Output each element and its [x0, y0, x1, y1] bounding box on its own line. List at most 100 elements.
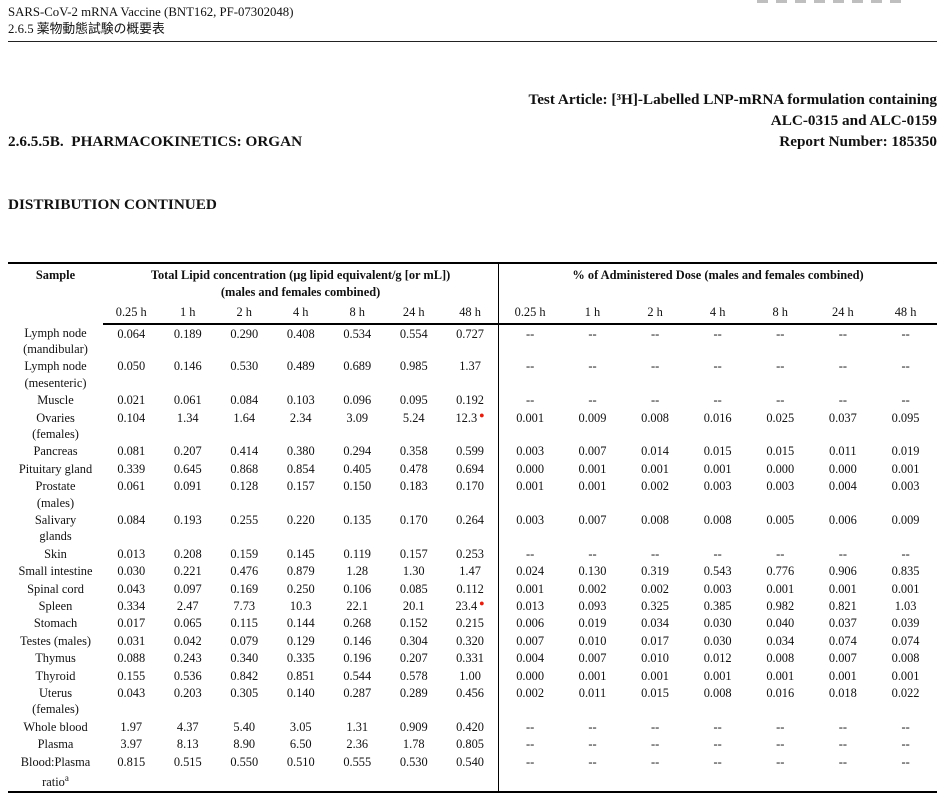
dose-value-cell: 0.003 [703, 581, 732, 596]
lipid-value-cell: 0.193 [173, 512, 202, 527]
lipid-value-cell: 0.170 [399, 512, 428, 527]
lipid-value-cell: 0.550 [230, 754, 259, 769]
lipid-section-header: Total Lipid concentration (µg lipid equi… [103, 263, 499, 300]
lipid-value-cell: 3.09 [346, 410, 369, 425]
dose-value-cell: -- [901, 546, 910, 561]
sample-cell: Lymph node (mandibular) [23, 325, 88, 356]
lipid-value-cell: 0.851 [286, 668, 315, 683]
dose-value-cell: 0.015 [766, 444, 795, 459]
lipid-value-cell: 1.00 [459, 668, 481, 683]
dose-value-cell: 0.074 [891, 633, 920, 648]
dose-value-cell: 0.008 [703, 512, 732, 527]
time-header-cell: 24 h [811, 300, 875, 325]
dose-value-cell: 0.002 [578, 581, 607, 596]
dose-value-cell: 0.025 [766, 410, 795, 425]
lipid-value-cell: 0.106 [343, 581, 372, 596]
lipid-value-cell: 0.554 [399, 326, 428, 341]
lipid-value-cell: 0.192 [456, 393, 484, 408]
lipid-value-cell: 0.408 [286, 326, 315, 341]
dose-value-cell: 0.008 [891, 651, 920, 666]
dose-value-cell: 0.385 [703, 599, 732, 613]
dose-value-cell: 0.776 [766, 564, 795, 579]
lipid-value-cell: 0.530 [399, 754, 428, 769]
section-title: 2.6.5.5B. PHARMACOKINETICS: ORGAN DISTRI… [8, 89, 417, 257]
lipid-section-header-line2: (males and females combined) [220, 284, 381, 299]
lipid-value-cell: 0.081 [117, 444, 146, 459]
lipid-value-cell: 0.129 [286, 633, 315, 648]
dose-value-cell: 0.001 [578, 479, 607, 494]
lipid-value-cell: 7.73 [233, 599, 256, 613]
lipid-value-cell: 0.207 [399, 651, 428, 666]
dose-value-cell: 0.005 [766, 512, 795, 527]
sample-cell: Thyroid [35, 668, 76, 683]
dose-value-cell: 0.001 [891, 461, 920, 476]
dose-value-cell: 0.001 [766, 581, 795, 596]
lipid-value-cell: 0.264 [456, 512, 484, 527]
lipid-value-cell: 0.135 [343, 512, 372, 527]
lipid-value-cell: 0.146 [343, 633, 372, 648]
sample-cell: Thymus [35, 651, 76, 666]
lipid-value-cell: 1.31 [346, 719, 369, 734]
lipid-value-cell: 2.34 [289, 410, 312, 425]
lipid-value-cell: 0.119 [343, 546, 371, 561]
table-row: Muscle 0.021 0.061 0.084 0.103 0.096 0.095 0.19… [8, 391, 937, 410]
dose-value-cell: 0.034 [641, 616, 670, 631]
dose-value-cell: 0.000 [766, 461, 795, 476]
dose-value-cell: 0.093 [578, 599, 607, 613]
lipid-value-cell: 0.304 [399, 633, 428, 648]
sample-cell: Testes (males) [19, 633, 92, 648]
lipid-value-cell: 0.530 [230, 359, 259, 374]
lipid-value-cell: 0.096 [343, 393, 372, 408]
dose-value-cell: 0.007 [498, 632, 562, 650]
sample-cell: Prostate (males) [35, 479, 76, 510]
dose-value-cell: 0.001 [498, 477, 562, 512]
lipid-value-cell: 0.207 [173, 444, 202, 459]
lipid-value-cell: 0.115 [230, 616, 258, 631]
lipid-value-cell: 0.170 [456, 479, 484, 494]
dose-value-cell: 0.015 [703, 444, 732, 459]
lipid-value-cell: 0.515 [173, 754, 202, 769]
lipid-value-cell: 0.050 [117, 359, 146, 374]
lipid-value-cell: 0.510 [286, 754, 315, 769]
dose-value-cell: -- [901, 754, 910, 769]
dose-value-cell: 0.037 [828, 410, 857, 425]
dose-value-cell: 1.03 [894, 599, 917, 613]
dose-value-cell: -- [650, 359, 660, 374]
dose-value-cell: -- [901, 719, 910, 734]
dose-value-cell: -- [776, 393, 785, 408]
lipid-value-cell: 0.145 [286, 546, 315, 561]
lipid-value-cell: 1.64 [233, 410, 256, 425]
time-header-cell: 1 h [159, 300, 217, 325]
lipid-value-cell: 0.555 [343, 754, 372, 769]
dose-value-cell: 0.001 [641, 461, 670, 476]
dose-value-cell: -- [588, 326, 597, 341]
table-row: Whole blood 1.97 4.37 5.40 3.05 1.31 0.909 0.42… [8, 718, 937, 736]
sample-cell: Plasma [37, 737, 74, 752]
sample-column-header: Sample [35, 268, 76, 282]
table-row: Small intestine 0.030 0.221 0.476 0.879 1.28 1… [8, 562, 937, 581]
dose-value-cell: 0.011 [829, 444, 857, 459]
lipid-value-cell: 23.4 ● [455, 598, 485, 614]
dose-value-cell: -- [498, 545, 562, 563]
dose-value-cell: 0.130 [578, 564, 607, 579]
table-row: Ovaries (females) 0.104 1.34 1.64 2.34 3.09 5.… [8, 409, 937, 443]
dose-value-cell: -- [498, 324, 562, 358]
dose-value-cell: 0.008 [766, 651, 795, 666]
dose-value-cell: 0.003 [498, 442, 562, 461]
lipid-value-cell: 1.28 [346, 564, 369, 579]
dose-value-cell: 0.017 [641, 633, 670, 648]
time-header-cell: 8 h [329, 300, 386, 325]
lipid-value-cell: 0.420 [456, 719, 484, 734]
dose-value-cell: 0.000 [828, 461, 857, 476]
lipid-value-cell: 0.909 [399, 719, 428, 734]
dose-value-cell: -- [650, 326, 660, 341]
dose-value-cell: -- [588, 719, 597, 734]
dose-value-cell: 0.030 [703, 616, 732, 631]
lipid-value-cell: 3.97 [120, 737, 143, 752]
time-header-cell: 48 h [874, 300, 937, 325]
dose-value-cell: 0.007 [578, 444, 607, 459]
time-header-cell: 4 h [686, 300, 749, 325]
dose-value-cell: -- [713, 546, 722, 561]
lipid-value-cell: 0.540 [456, 754, 484, 769]
